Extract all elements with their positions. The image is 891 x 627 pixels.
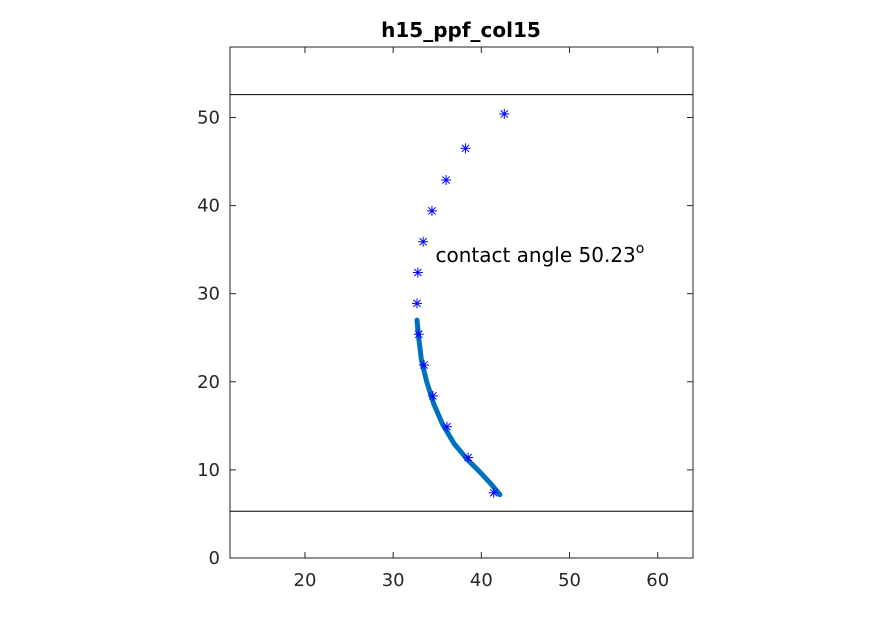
data-point [411, 298, 422, 309]
degree-superscript: o [636, 241, 645, 257]
data-point [419, 360, 430, 371]
data-point [488, 487, 499, 498]
y-tick-label: 50 [197, 107, 220, 128]
x-tick-label: 60 [646, 570, 669, 591]
chart-title: h15_ppf_col15 [381, 18, 541, 42]
data-point [412, 267, 423, 278]
tick-marks [230, 47, 693, 559]
data-point [460, 143, 471, 154]
y-tick-label: 0 [209, 548, 220, 569]
x-tick-label: 20 [294, 570, 317, 591]
y-tick-label: 30 [197, 284, 220, 305]
y-tick-label: 20 [197, 372, 220, 393]
data-point [427, 390, 438, 401]
x-tick-label: 40 [470, 570, 493, 591]
data-point [418, 236, 429, 247]
data-point [413, 329, 424, 340]
y-tick-labels: 0 10 20 30 40 50 [197, 107, 220, 569]
fit-curve [414, 317, 503, 498]
y-tick-label: 40 [197, 196, 220, 217]
data-point [426, 205, 437, 216]
x-tick-label: 30 [382, 570, 405, 591]
y-tick-label: 10 [197, 460, 220, 481]
data-point [441, 175, 452, 186]
horizontal-lines [230, 94, 693, 512]
contact-angle-text: contact angle 50.23 [435, 243, 635, 267]
fit-curves [414, 317, 503, 498]
data-points [411, 108, 510, 498]
plot-frame [229, 46, 694, 559]
contact-angle-annotation: contact angle 50.23o [435, 241, 644, 267]
data-point [441, 421, 452, 432]
x-tick-labels: 20 30 40 50 60 [294, 570, 670, 591]
x-tick-label: 50 [558, 570, 581, 591]
data-point [499, 108, 510, 119]
data-point [463, 452, 474, 463]
